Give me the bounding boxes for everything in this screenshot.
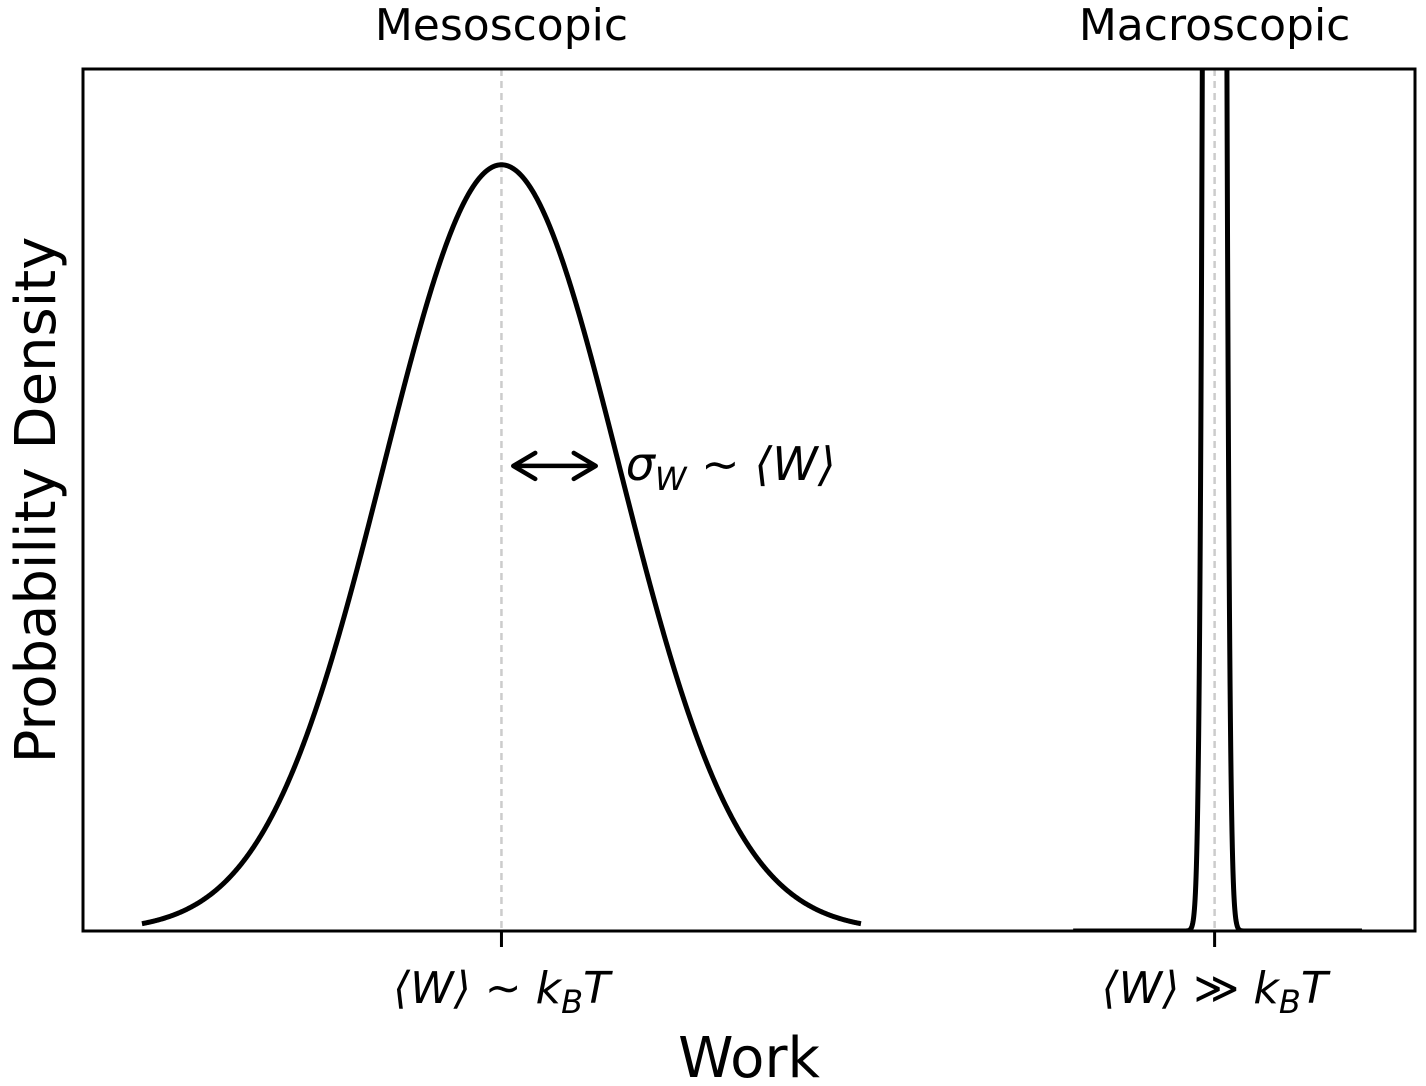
mesoscopic-tick-label: ⟨W⟩ ∼ kBT xyxy=(393,963,613,1021)
width-arrow-left-head xyxy=(510,450,538,482)
mesoscopic-density-curve xyxy=(140,162,863,927)
plot-frame xyxy=(81,67,1417,933)
density-curves xyxy=(140,69,1365,931)
y-axis-label: Probability Density xyxy=(4,237,69,764)
width-annotation-label: σW ∼ ⟨W⟩ xyxy=(626,437,836,498)
regime-labels: Mesoscopic Macroscopic xyxy=(375,0,1351,51)
x-ticks: ⟨W⟩ ∼ kBT ⟨W⟩ ≫ kBT xyxy=(393,931,1331,1021)
macroscopic-tick-label: ⟨W⟩ ≫ kBT xyxy=(1102,963,1331,1021)
width-arrow-right-head xyxy=(571,450,599,482)
x-axis-label: Work xyxy=(678,1026,820,1086)
macroscopic-regime-label: Macroscopic xyxy=(1079,0,1351,51)
width-annotation: σW ∼ ⟨W⟩ xyxy=(510,437,836,498)
mesoscopic-regime-label: Mesoscopic xyxy=(375,0,628,51)
